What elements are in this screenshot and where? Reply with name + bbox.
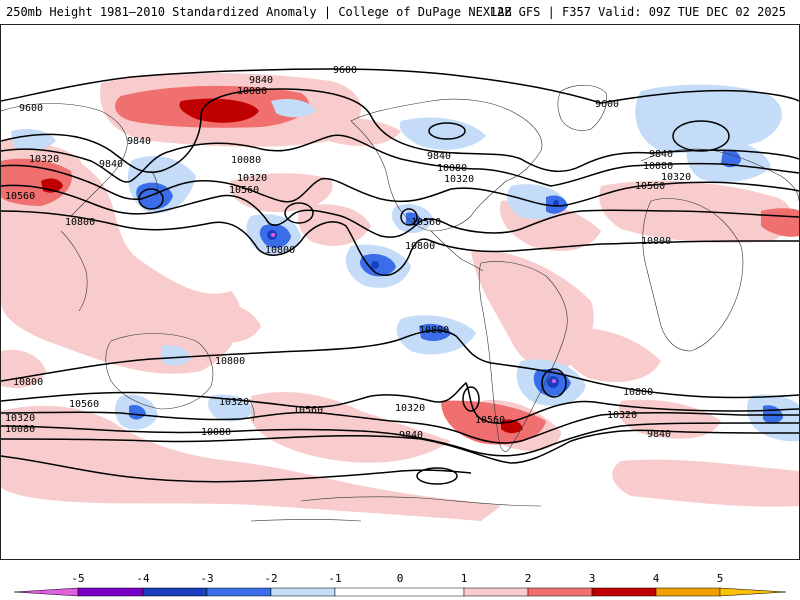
chart-title: 250mb Height 1981–2010 Standardized Anom…	[6, 5, 512, 19]
map-panel: 9600 9600 9600 9840 9840 9840 9840 9840 …	[0, 24, 800, 560]
colorbar-tick: 1	[461, 572, 468, 585]
colorbar-segment-pos4	[655, 587, 721, 597]
colorbar: -5 -4 -3 -2 -1 0 1 2 3 4 5	[13, 572, 787, 597]
colorbar-segment-pos1	[463, 587, 529, 597]
moderate-positive-anomaly	[1, 85, 799, 445]
contour-label: 10560	[475, 415, 505, 426]
contour-label: 9600	[333, 65, 357, 76]
contour-label: 10800	[405, 241, 435, 252]
contour-label: 10320	[29, 154, 59, 165]
colorbar-segment-pos5	[719, 587, 787, 597]
coastlines	[1, 84, 799, 522]
colorbar-segments	[13, 587, 787, 597]
contour-label: 9600	[19, 103, 43, 114]
contour-label: 10320	[607, 410, 637, 421]
strong-positive-anomaly	[41, 98, 523, 434]
contour-label: 9840	[99, 159, 123, 170]
contour-label: 9840	[127, 136, 151, 147]
contour-label: 10560	[229, 185, 259, 196]
contour-label: 10800	[13, 377, 43, 388]
colorbar-ticks: -5 -4 -3 -2 -1 0 1 2 3 4 5	[71, 572, 723, 585]
colorbar-segment-neg5	[13, 587, 79, 597]
extreme-negative-anomaly	[271, 233, 556, 383]
contour-label: 9840	[249, 75, 273, 86]
colorbar-segment-neg3	[142, 587, 208, 597]
contour-label: 9840	[647, 429, 671, 440]
contour-label: 10080	[231, 155, 261, 166]
colorbar-segment-neg1	[270, 587, 336, 597]
contour-label: 10800	[419, 325, 449, 336]
colorbar-segment-pos3	[591, 587, 657, 597]
contour-label: 10320	[219, 397, 249, 408]
colorbar-tick: -4	[136, 572, 150, 585]
contour-label: 9840	[427, 151, 451, 162]
colorbar-segment-neg4	[77, 587, 144, 597]
contour-label: 10080	[437, 163, 467, 174]
contour-label: 10080	[643, 161, 673, 172]
colorbar-tick: -3	[200, 572, 213, 585]
colorbar-tick: 5	[717, 572, 724, 585]
contour-label: 10080	[237, 86, 267, 97]
contour-label: 10320	[395, 403, 425, 414]
colorbar-tick: 2	[525, 572, 532, 585]
colorbar-segment-pos2	[527, 587, 593, 597]
contour-label: 9840	[399, 430, 423, 441]
contour-label: 10080	[201, 427, 231, 438]
contour-label: 9600	[595, 99, 619, 110]
contour-label: 10560	[293, 405, 323, 416]
contour-label: 10800	[65, 217, 95, 228]
contour-label: 10800	[215, 356, 245, 367]
contour-label: 10560	[635, 181, 665, 192]
colorbar-tick: -1	[328, 572, 341, 585]
colorbar-tick: 3	[589, 572, 596, 585]
contour-label: 10800	[265, 245, 295, 256]
contour-label: 10800	[623, 387, 653, 398]
contour-label: 9840	[649, 149, 673, 160]
contour-label: 10320	[661, 172, 691, 183]
colorbar-tick: -5	[71, 572, 84, 585]
contour-label: 10320	[444, 174, 474, 185]
colorbar-segment-neg2	[206, 587, 272, 597]
contour-labels: 9600 9600 9600 9840 9840 9840 9840 9840 …	[5, 65, 691, 441]
colorbar-tick: 4	[653, 572, 660, 585]
contour-label: 10320	[237, 173, 267, 184]
contour-label: 10080	[5, 424, 35, 435]
contour-label: 10560	[69, 399, 99, 410]
model-run-info: 12Z GFS | F357 Valid: 09Z TUE DEC 02 202…	[489, 5, 786, 19]
colorbar-tick: -2	[264, 572, 277, 585]
height-contours	[1, 68, 799, 485]
colorbar-segment-zero	[334, 587, 465, 597]
contour-label: 10560	[411, 217, 441, 228]
contour-label: 10800	[641, 236, 671, 247]
colorbar-tick: 0	[397, 572, 404, 585]
contour-label: 10320	[5, 413, 35, 424]
contour-label: 10560	[5, 191, 35, 202]
